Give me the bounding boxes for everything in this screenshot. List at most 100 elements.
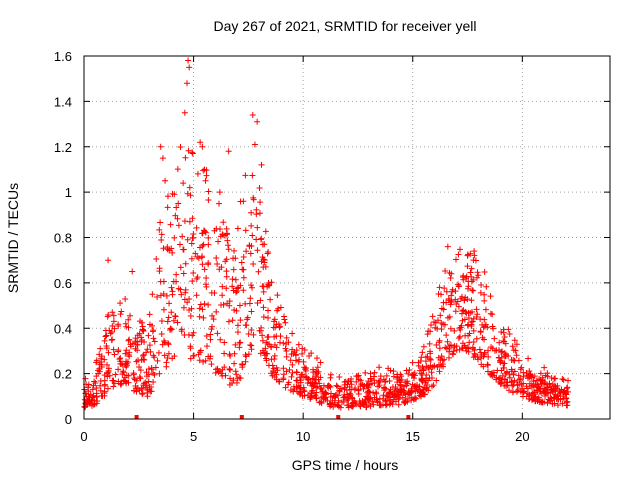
data-point	[247, 295, 254, 302]
data-point	[312, 392, 319, 399]
gap-marker	[134, 415, 139, 419]
data-point	[267, 296, 274, 303]
data-point	[271, 341, 278, 348]
data-point	[112, 371, 119, 378]
data-point	[211, 227, 218, 234]
data-point	[402, 379, 409, 386]
data-point	[445, 354, 452, 361]
data-point	[498, 367, 505, 374]
data-point	[230, 266, 237, 273]
data-point	[510, 347, 517, 354]
data-point	[300, 384, 307, 391]
data-point	[462, 332, 469, 339]
data-point	[251, 141, 258, 148]
data-point	[277, 304, 284, 311]
data-point	[535, 383, 542, 390]
data-point	[248, 327, 255, 334]
data-point	[443, 288, 450, 295]
data-point	[85, 381, 92, 388]
data-point	[480, 324, 487, 331]
data-point	[233, 307, 240, 314]
data-point	[517, 375, 524, 382]
data-point	[525, 355, 532, 362]
data-point	[446, 313, 453, 320]
data-point	[446, 348, 453, 355]
data-point	[419, 387, 426, 394]
data-point	[365, 388, 372, 395]
data-point	[93, 390, 100, 397]
data-point	[89, 386, 96, 393]
data-point	[259, 337, 266, 344]
data-point	[165, 341, 172, 348]
data-point	[274, 292, 281, 299]
data-point	[132, 383, 139, 390]
data-point	[180, 180, 187, 187]
data-point	[485, 353, 492, 360]
data-point	[310, 366, 317, 373]
data-point	[465, 283, 472, 290]
data-point	[271, 352, 278, 359]
data-point	[421, 391, 428, 398]
data-point	[349, 403, 356, 410]
data-point	[305, 376, 312, 383]
data-point	[199, 243, 206, 250]
data-point	[184, 80, 191, 87]
data-point	[385, 365, 392, 372]
data-point	[484, 362, 491, 369]
data-point	[438, 353, 445, 360]
data-point	[123, 372, 130, 379]
data-point	[255, 268, 262, 275]
data-point	[437, 312, 444, 319]
data-point	[220, 219, 227, 226]
data-point	[203, 333, 210, 340]
data-point	[229, 276, 236, 283]
data-point	[289, 361, 296, 368]
data-point	[171, 234, 178, 241]
data-point	[468, 265, 475, 272]
data-point	[208, 323, 215, 330]
data-point	[447, 325, 454, 332]
data-point	[205, 188, 212, 195]
data-point	[429, 364, 436, 371]
data-point	[391, 393, 398, 400]
data-point	[122, 378, 129, 385]
data-point	[231, 350, 238, 357]
data-point	[428, 369, 435, 376]
data-point	[111, 351, 118, 358]
data-point	[138, 356, 145, 363]
data-point	[291, 349, 298, 356]
data-point	[164, 246, 171, 253]
data-point	[474, 311, 481, 318]
data-point	[101, 389, 108, 396]
data-point	[443, 299, 450, 306]
data-point	[162, 177, 169, 184]
data-point	[282, 319, 289, 326]
data-point	[511, 377, 518, 384]
data-point	[373, 396, 380, 403]
data-point	[207, 331, 214, 338]
data-point	[166, 300, 173, 307]
data-point	[250, 196, 257, 203]
data-point	[527, 373, 534, 380]
data-point	[188, 240, 195, 247]
data-point	[430, 382, 437, 389]
data-point	[464, 322, 471, 329]
data-point	[225, 246, 232, 253]
data-point	[268, 370, 275, 377]
data-point	[205, 241, 212, 248]
data-point	[105, 311, 112, 318]
data-point	[382, 378, 389, 385]
data-point	[427, 356, 434, 363]
data-point	[465, 348, 472, 355]
data-point	[325, 382, 332, 389]
data-point	[526, 368, 533, 375]
data-point	[296, 356, 303, 363]
data-point	[452, 308, 459, 315]
x-axis-label: GPS time / hours	[292, 457, 399, 473]
data-point	[176, 241, 183, 248]
data-point	[337, 385, 344, 392]
data-point	[416, 383, 423, 390]
data-point	[186, 306, 193, 313]
data-point	[201, 266, 208, 273]
data-point	[272, 324, 279, 331]
